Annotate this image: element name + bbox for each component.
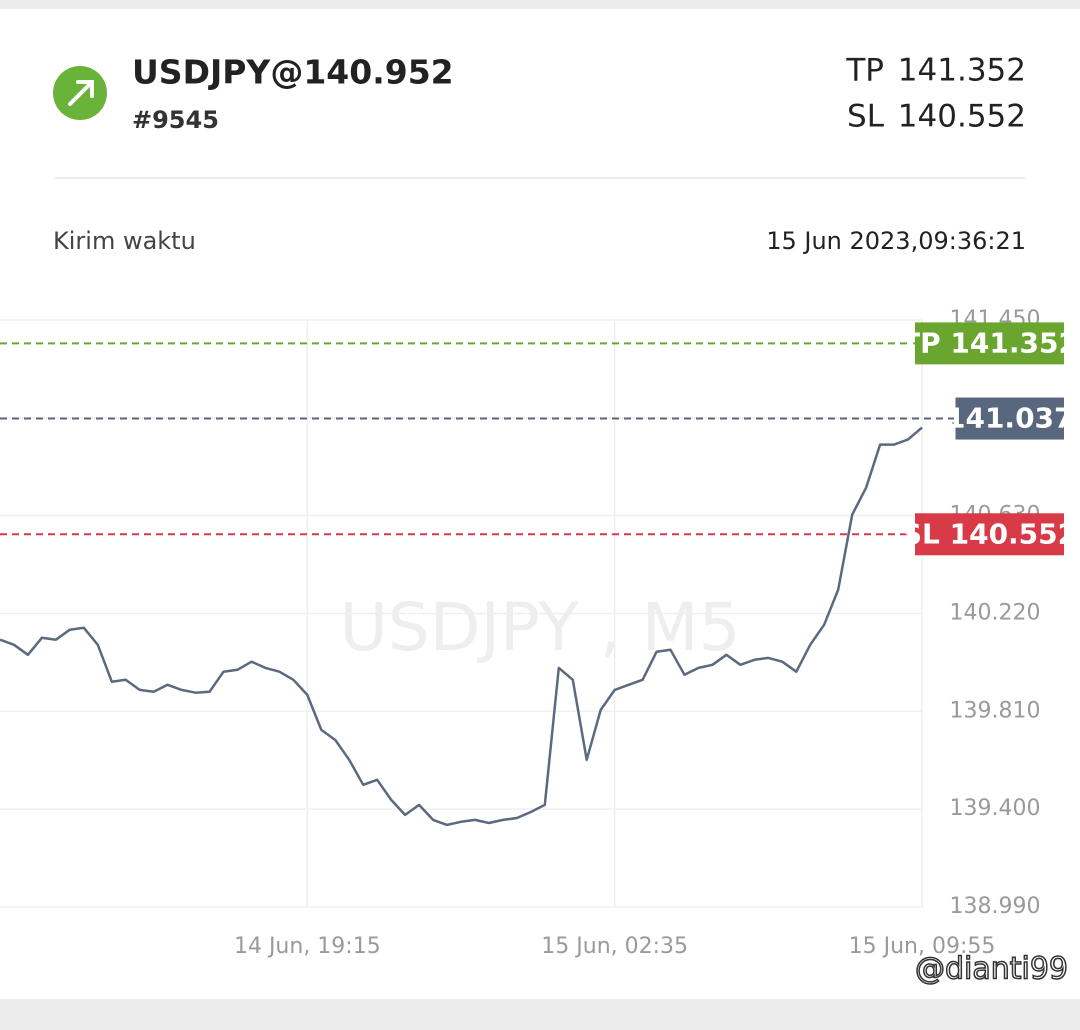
level-label: SL 140.552 xyxy=(902,517,1077,550)
info-label: Kirim waktu xyxy=(53,227,196,255)
chart: 138.990139.400139.810140.220140.630141.0… xyxy=(0,307,1078,959)
y-tick-label: 140.220 xyxy=(950,601,1041,626)
card xyxy=(0,9,1080,999)
order-id: #9545 xyxy=(132,106,219,134)
sl-label: SL xyxy=(847,99,885,135)
credit: @dianti99 xyxy=(915,952,1068,987)
x-tick-label: 15 Jun, 02:35 xyxy=(541,934,688,959)
y-tick-label: 139.810 xyxy=(950,698,1041,723)
arrow xyxy=(68,80,94,106)
symbol: USDJPY@140.952 xyxy=(132,53,454,92)
info-value: 15 Jun 2023,09:36:21 xyxy=(766,227,1026,255)
price-line xyxy=(0,426,923,827)
tp-label: TP xyxy=(845,53,884,89)
y-tick-label: 139.400 xyxy=(950,796,1041,821)
level-box xyxy=(915,513,1064,556)
level-label: TP 141.352 xyxy=(901,326,1078,359)
y-tick-label: 138.990 xyxy=(950,894,1041,919)
watermark: USDJPY , M5 xyxy=(339,589,740,666)
level-box xyxy=(955,397,1064,440)
sl-value: 140.552 xyxy=(898,99,1026,135)
level-label: 141.037 xyxy=(946,402,1074,435)
level-box xyxy=(915,322,1064,365)
tp-value: 141.352 xyxy=(898,53,1026,89)
x-tick-label: 14 Jun, 19:15 xyxy=(234,934,381,959)
x-tick-label: 15 Jun, 09:55 xyxy=(849,934,996,959)
